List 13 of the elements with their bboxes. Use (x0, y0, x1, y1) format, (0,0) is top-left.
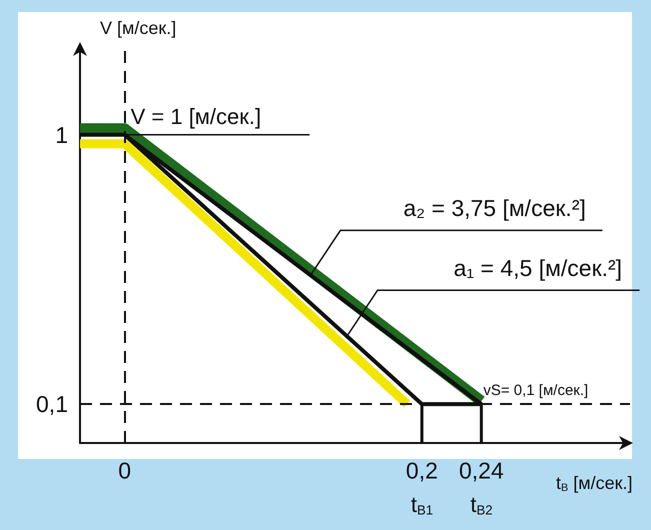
annotation: a₂ = 3,75 [м/сек.²] (403, 194, 586, 221)
annotation: vS= 0,1 [м/сек.] (483, 382, 588, 399)
x-tick-label: 0 (118, 458, 131, 484)
x-axis-title: t$_{В}$ [м/сек.] (556, 473, 632, 494)
x-tick-label: 0,24 (458, 458, 504, 484)
annotation: V = 1 [м/сек.] (130, 104, 262, 129)
x-tick-label: 0,2 (406, 458, 438, 484)
y-tick-label: 1 (55, 122, 68, 148)
annotation: a₁ = 4,5 [м/сек.²] (454, 254, 622, 281)
y-axis-title: V [м/сек.] (100, 18, 176, 38)
y-tick-label: 0,1 (36, 391, 68, 418)
annotation: t$_{В1}$ (410, 492, 434, 518)
annotation: t$_{В2}$ (470, 492, 493, 518)
